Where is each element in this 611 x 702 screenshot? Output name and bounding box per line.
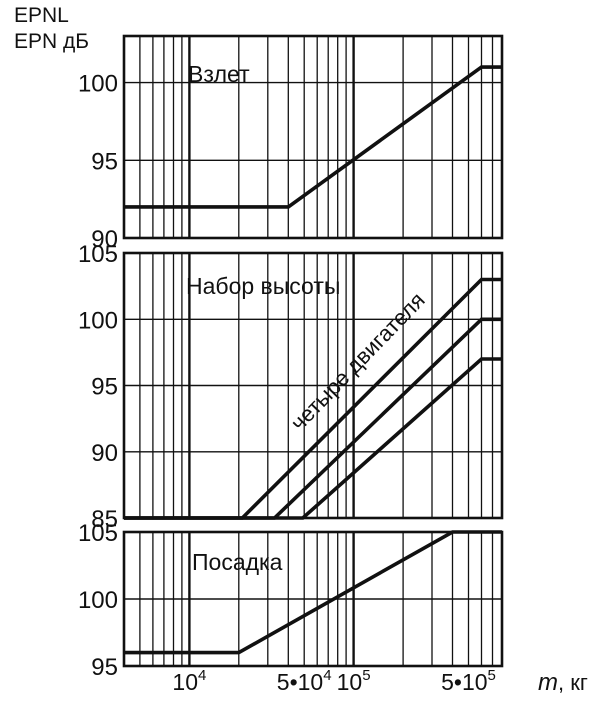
x-axis-label: m — [538, 669, 558, 696]
panels: 90 95 100 Взлет 85 90 95 100 105 Набор высотычеты… — [78, 34, 504, 681]
panel-title: Посадка — [192, 549, 283, 575]
annotation-four-engines: четыре двигателя — [286, 287, 430, 435]
y-tick-label: 105 — [78, 241, 118, 268]
x-tick-label: 105 — [337, 667, 371, 695]
x-axis-unit: , кг — [558, 670, 588, 695]
y-tick-label: 95 — [91, 654, 118, 681]
panel-title: Набор высоты — [186, 273, 340, 299]
panel-frame — [122, 530, 504, 668]
y-tick-label: 100 — [78, 587, 118, 614]
y-tick-label: 100 — [78, 307, 118, 334]
panel-title: Взлет — [188, 61, 250, 87]
y-tick-label: 90 — [91, 226, 118, 253]
x-tick-labels: 104 5•104 105 5•105 — [172, 667, 495, 695]
series-line-0 — [124, 65, 502, 209]
y-tick-label: 85 — [91, 506, 118, 533]
panel-0: 90 95 100 Взлет — [78, 34, 504, 253]
y-tick-label: 100 — [78, 71, 118, 98]
x-tick-label: 5•104 — [277, 667, 332, 695]
panel-2: 95 100 105 Посадка — [78, 520, 504, 681]
panel-frame — [122, 251, 504, 520]
header-epnl: EPNL — [14, 4, 69, 27]
y-tick-label: 95 — [91, 148, 118, 175]
panel-frame — [122, 34, 504, 240]
x-tick-label: 104 — [172, 667, 206, 695]
y-tick-label: 105 — [78, 520, 118, 547]
x-tick-label: 5•105 — [441, 667, 496, 695]
header-epn-db: EPN дБ — [14, 30, 89, 53]
y-tick-label: 95 — [91, 374, 118, 401]
y-tick-label: 90 — [91, 440, 118, 467]
series-line-2 — [124, 357, 502, 520]
series-line-0 — [124, 530, 502, 655]
